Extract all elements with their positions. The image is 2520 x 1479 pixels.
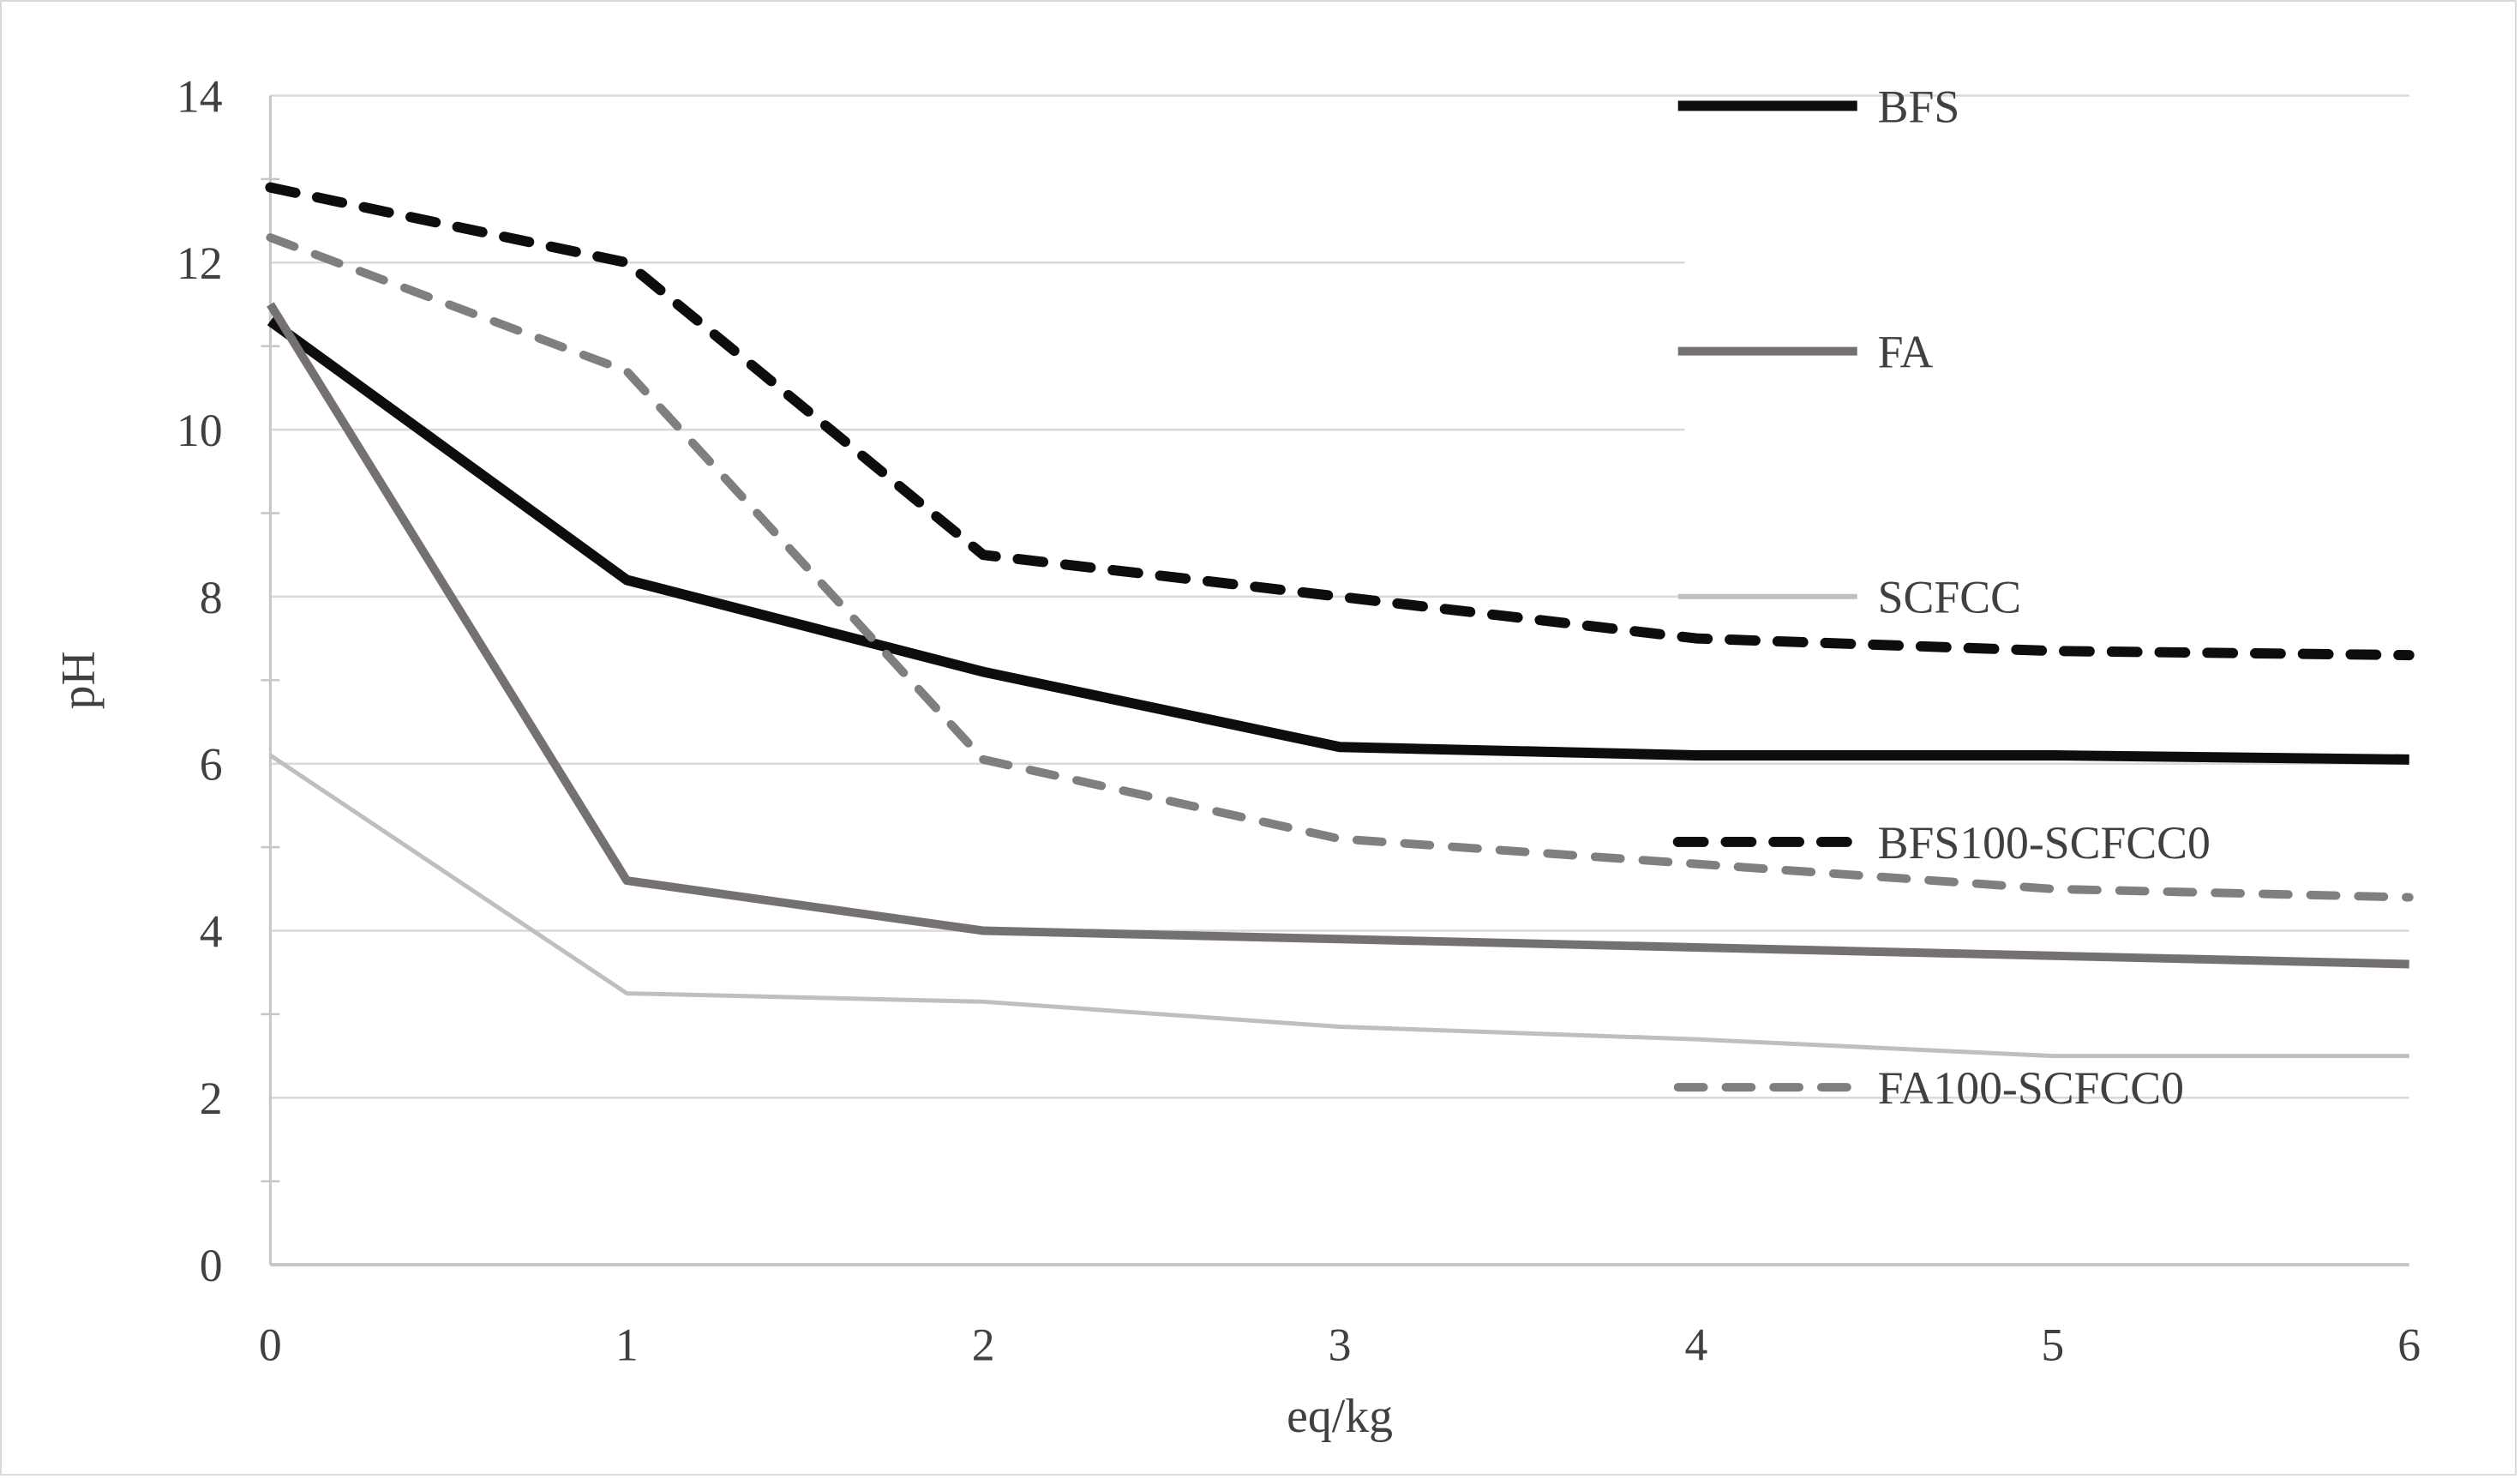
series-line-bfs <box>267 316 2409 765</box>
x-tick-label-2: 2 <box>972 1320 995 1371</box>
legend-label-bfs100-scfcc0: BFS100-SCFCC0 <box>1878 817 2211 869</box>
x-tick-label-5: 5 <box>2041 1320 2064 1371</box>
series-line-bfs100-scfcc0 <box>265 182 2415 661</box>
y-axis-title: pH <box>51 651 105 709</box>
legend-label-fa100-scfcc0: FA100-SCFCC0 <box>1878 1062 2184 1114</box>
axes <box>261 95 2409 1267</box>
legend-label-scfcc: SCFCC <box>1878 572 2021 623</box>
data-series <box>265 182 2415 1059</box>
x-axis-title: eq/kg <box>1287 1390 1393 1443</box>
series-line-fa <box>267 302 2409 969</box>
y-tick-label-2: 2 <box>200 1073 223 1124</box>
series-line-scfcc <box>268 753 2409 1059</box>
y-tick-label-12: 12 <box>177 237 223 289</box>
x-tick-label-1: 1 <box>615 1320 639 1371</box>
x-tick-label-3: 3 <box>1329 1320 1352 1371</box>
series-line-fa100-scfcc0 <box>266 233 2414 902</box>
y-tick-label-10: 10 <box>177 405 223 456</box>
x-axis-tick-labels: 0 1 2 3 4 5 6 <box>259 1320 2421 1371</box>
legend-label-bfs: BFS <box>1878 81 1960 132</box>
y-tick-label-8: 8 <box>200 572 223 623</box>
y-tick-label-0: 0 <box>200 1240 223 1291</box>
y-axis-tick-labels: 0 2 4 6 8 10 12 14 <box>177 70 223 1291</box>
x-tick-label-6: 6 <box>2397 1320 2421 1371</box>
y-tick-label-6: 6 <box>200 739 223 791</box>
gridlines <box>270 94 2409 1099</box>
legend: BFS FA SCFCC BFS100-SCFCC0 FA100-SCFCC0 <box>1672 81 2211 1114</box>
x-tick-label-0: 0 <box>259 1320 282 1371</box>
y-tick-label-14: 14 <box>177 70 223 122</box>
x-tick-label-4: 4 <box>1685 1320 1708 1371</box>
legend-label-fa: FA <box>1878 327 1934 378</box>
y-tick-label-4: 4 <box>200 905 223 957</box>
